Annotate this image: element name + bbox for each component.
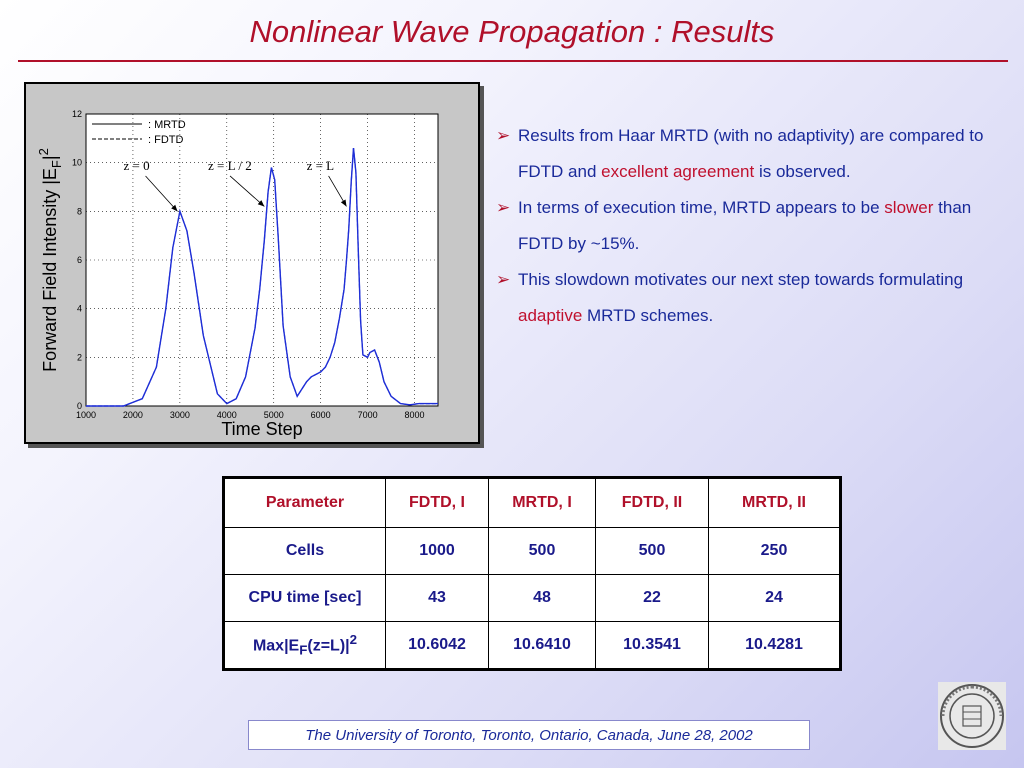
fdtd-series-line: [86, 148, 438, 407]
table-header-cell: Parameter: [223, 477, 386, 528]
table-row: Max|EF(z=L)|2 10.6042 10.6410 10.3541 10…: [223, 621, 841, 670]
bullet-slowdown: ➢ This slowdown motivates our next step …: [496, 262, 1006, 334]
bullet-highlight: adaptive: [518, 306, 583, 325]
y-tick-label: 2: [77, 352, 82, 362]
bullet-execution-time: ➢ In terms of execution time, MRTD appea…: [496, 190, 1006, 262]
results-table-container: Parameter FDTD, I MRTD, I FDTD, II MRTD,…: [222, 476, 842, 671]
table-cell-max-label: Max|EF(z=L)|2: [223, 621, 386, 670]
y-tick-label: 0: [77, 401, 82, 411]
legend-label: : MRTD: [148, 119, 186, 131]
legend: : MRTD : FDTD: [92, 119, 186, 146]
annotation-arrow-line: [229, 175, 265, 207]
table-cell: 10.3541: [595, 621, 709, 670]
y-tick-label: 8: [77, 206, 82, 216]
bullet-text: is observed.: [754, 162, 851, 181]
table-header-cell: FDTD, II: [595, 477, 709, 528]
table-cell: 22: [595, 574, 709, 622]
bullet-arrow-icon: ➢: [496, 270, 511, 289]
bullet-list: ➢ Results from Haar MRTD (with no adapti…: [496, 118, 1006, 334]
max-label-sub: F: [299, 642, 308, 658]
table-row: Cells 1000 500 500 250: [223, 527, 841, 575]
chart-panel: 1000 2000 3000 4000 5000 6000 7000 8000 0 2 4 6 8 10 1…: [24, 82, 480, 444]
bullet-text: Results from Haar MRTD (with no adaptivi…: [518, 126, 984, 181]
series-group: [86, 148, 438, 407]
annotation-label: z = L / 2: [208, 158, 252, 173]
chart-svg: 1000 2000 3000 4000 5000 6000 7000 8000 0 2 4 6 8 10 1…: [36, 109, 439, 439]
y-tick-label: 6: [77, 255, 82, 265]
x-tick-label: 5000: [264, 410, 284, 420]
table-cell: CPU time [sec]: [223, 574, 386, 622]
table-header-cell: FDTD, I: [385, 477, 489, 528]
annotation-label: z = L: [307, 158, 335, 173]
table-cell: 10.6042: [385, 621, 489, 670]
title-divider: [18, 60, 1008, 62]
table-cell: 1000: [385, 527, 489, 575]
tick-labels: 1000 2000 3000 4000 5000 6000 7000 8000 0 2 4 6 8 10 1…: [72, 109, 425, 420]
table-cell: 10.4281: [708, 621, 841, 670]
y-tick-label: 4: [77, 304, 82, 314]
annotation-arrow-line: [145, 175, 178, 212]
x-tick-label: 2000: [123, 410, 143, 420]
annotation-label: z = 0: [124, 158, 150, 173]
x-tick-label: 1000: [76, 410, 96, 420]
table-cell: 10.6410: [488, 621, 596, 670]
table-cell: Cells: [223, 527, 386, 575]
y-tick-label: 10: [72, 158, 82, 168]
annotation-arrowhead: [171, 204, 178, 212]
y-axis-label-bar: |: [40, 155, 60, 160]
y-axis-label-main: Forward Field Intensity |E: [40, 168, 60, 372]
x-tick-label: 6000: [311, 410, 331, 420]
max-label-sup: 2: [349, 632, 358, 648]
bullet-text: than FDTD by ~15%.: [518, 198, 972, 253]
table-header-cell: MRTD, I: [488, 477, 596, 528]
max-label-pre: Max|E: [252, 637, 300, 655]
annotation-arrowhead: [340, 199, 347, 207]
university-seal-logo: [938, 682, 1006, 750]
table-cell: 24: [708, 574, 841, 622]
table-cell: 500: [488, 527, 596, 575]
table-header-row: Parameter FDTD, I MRTD, I FDTD, II MRTD,…: [223, 477, 841, 528]
y-tick-label: 12: [72, 109, 82, 119]
table-cell: 43: [385, 574, 489, 622]
grid-lines: [85, 113, 438, 407]
y-axis-label: Forward Field Intensity |EF|2: [36, 148, 64, 372]
x-tick-label: 8000: [405, 410, 425, 420]
results-table: Parameter FDTD, I MRTD, I FDTD, II MRTD,…: [222, 476, 842, 671]
footer-caption: The University of Toronto, Toronto, Onta…: [248, 720, 810, 750]
table-cell: 500: [595, 527, 709, 575]
annotations: z = 0 z = L / 2 z = L: [124, 158, 347, 212]
max-label-post: (z=L)|: [307, 637, 350, 655]
x-axis-label: Time Step: [221, 419, 302, 439]
bullet-text: MRTD schemes.: [582, 306, 714, 325]
x-tick-label: 7000: [358, 410, 378, 420]
slide-title: Nonlinear Wave Propagation : Results: [249, 14, 775, 49]
table-header-cell: MRTD, II: [708, 477, 841, 528]
bullet-highlight: slower: [884, 198, 934, 217]
bullet-results: ➢ Results from Haar MRTD (with no adapti…: [496, 118, 1006, 190]
y-axis-label-sup: 2: [36, 148, 51, 155]
bullet-text: This slowdown motivates our next step to…: [518, 270, 964, 289]
table-cell: 250: [708, 527, 841, 575]
bullet-arrow-icon: ➢: [496, 198, 511, 217]
annotation-arrowhead: [257, 200, 265, 207]
legend-label: : FDTD: [148, 134, 183, 146]
bullet-highlight: excellent agreement: [601, 162, 755, 181]
bullet-text: In terms of execution time, MRTD appears…: [518, 198, 885, 217]
y-axis-label-sub: F: [49, 160, 64, 168]
bullet-arrow-icon: ➢: [496, 126, 511, 145]
x-tick-label: 4000: [217, 410, 237, 420]
table-row: CPU time [sec] 43 48 22 24: [223, 574, 841, 622]
table-cell: 48: [488, 574, 596, 622]
x-tick-label: 3000: [170, 410, 190, 420]
